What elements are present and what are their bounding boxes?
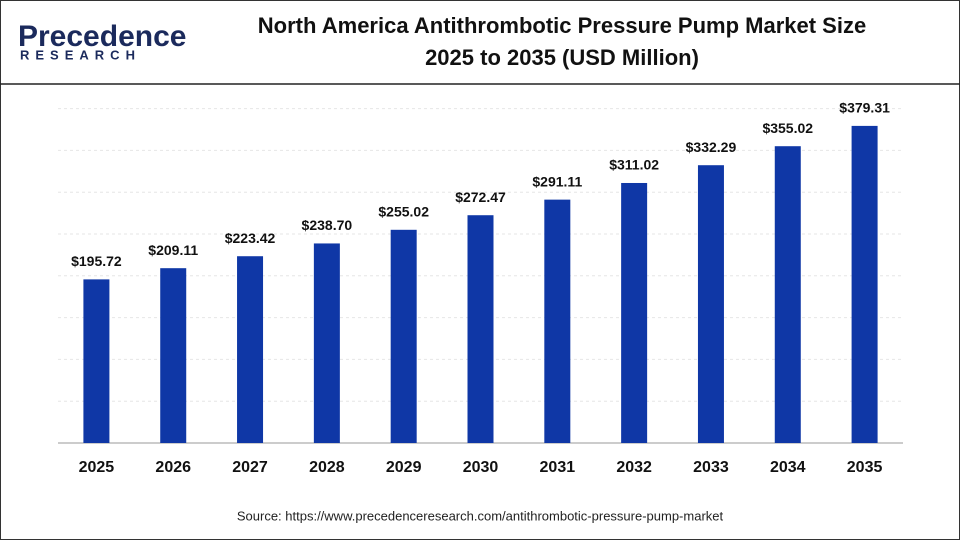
x-tick-label: 2033 — [693, 459, 729, 476]
bar — [390, 229, 417, 443]
logo-tagline: RESEARCH — [20, 47, 141, 62]
data-label: $195.72 — [71, 253, 122, 269]
data-label: $355.02 — [762, 120, 813, 136]
data-label: $209.11 — [148, 242, 198, 258]
data-label: $255.02 — [378, 204, 429, 220]
data-label: $379.31 — [839, 100, 890, 116]
x-tick-label: 2030 — [463, 459, 499, 476]
data-label: $291.11 — [532, 173, 582, 189]
bar — [83, 279, 110, 443]
x-tick-label: 2034 — [770, 459, 806, 476]
x-tick-label: 2029 — [386, 459, 422, 476]
bar — [467, 215, 494, 443]
source-note: Source: https://www.precedenceresearch.c… — [237, 508, 724, 523]
bar — [774, 146, 801, 443]
chart-title: North America Antithrombotic Pressure Pu… — [258, 13, 866, 38]
data-label: $272.47 — [455, 189, 506, 205]
bar — [313, 243, 340, 443]
data-label: $311.02 — [609, 157, 659, 173]
x-tick-label: 2032 — [616, 459, 652, 476]
x-tick-label: 2031 — [540, 459, 576, 476]
data-label: $238.70 — [302, 217, 353, 233]
x-tick-label: 2026 — [155, 459, 191, 476]
bar — [160, 268, 187, 443]
data-label: $332.29 — [686, 139, 737, 155]
x-tick-label: 2028 — [309, 459, 345, 476]
bar — [621, 182, 648, 443]
x-tick-label: 2035 — [847, 459, 883, 476]
bar — [697, 165, 724, 443]
data-label: $223.42 — [225, 230, 276, 246]
bar — [544, 199, 571, 443]
bar — [237, 256, 264, 443]
bar — [851, 125, 878, 443]
x-tick-label: 2025 — [79, 459, 115, 476]
chart-title: 2025 to 2035 (USD Million) — [425, 45, 699, 70]
x-tick-label: 2027 — [232, 459, 268, 476]
logo-name: Precedence — [18, 20, 186, 53]
